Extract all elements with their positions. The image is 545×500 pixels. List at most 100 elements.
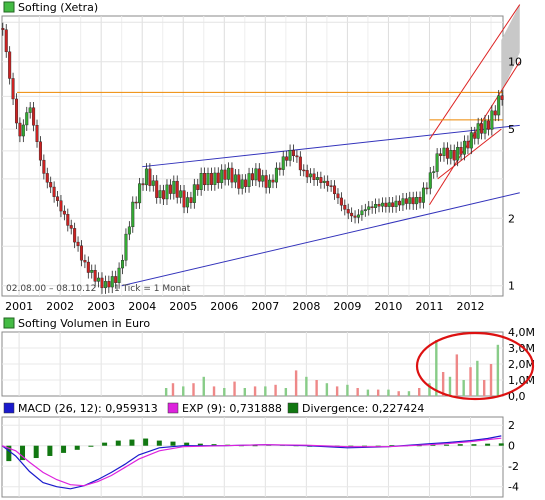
- price-candle: [274, 167, 278, 183]
- price-series-marks: [1, 22, 504, 294]
- price-candle: [497, 95, 501, 116]
- price-candle: [45, 173, 49, 183]
- divergence-bar: [143, 438, 149, 446]
- price-candle: [278, 167, 282, 170]
- volume-bar: [482, 380, 486, 396]
- price-candle: [124, 233, 128, 261]
- volume-bar: [376, 389, 380, 396]
- price-candle: [285, 156, 289, 161]
- price-candle: [312, 173, 316, 180]
- macd-line: [1, 435, 502, 490]
- volume-bar: [489, 364, 493, 396]
- price-candle: [162, 190, 166, 200]
- price-candle: [336, 193, 340, 199]
- volume-bar: [469, 367, 472, 396]
- price-candle: [213, 172, 217, 185]
- price-candle: [394, 200, 398, 207]
- price-candle: [230, 167, 234, 183]
- price-candle: [199, 173, 203, 190]
- volume-bar: [366, 389, 370, 396]
- divergence-bar: [20, 445, 26, 461]
- price-panel-frame: [1, 15, 504, 297]
- price-candle: [319, 177, 323, 183]
- price-candle: [127, 226, 131, 235]
- price-x-tick-label: 2012: [457, 300, 485, 313]
- price-candle: [456, 147, 460, 161]
- channel-upper-line: [429, 4, 521, 140]
- macd-legend-label: EXP (9): 0,731888: [182, 402, 282, 415]
- macd-legend-swatch: [287, 402, 299, 414]
- price-candle: [148, 168, 152, 186]
- volume-y-tick-label: 3,0M: [508, 342, 535, 355]
- divergence-bar: [61, 445, 67, 453]
- price-candle: [408, 197, 412, 204]
- price-candle: [391, 202, 395, 207]
- price-x-tick-label: 2003: [87, 300, 115, 313]
- volume-bar: [212, 386, 216, 396]
- price-candle: [268, 179, 272, 188]
- volume-bar: [387, 389, 390, 396]
- price-candle: [292, 150, 296, 157]
- price-candle: [428, 172, 432, 189]
- volume-bar: [164, 388, 168, 396]
- divergence-bar: [211, 444, 217, 446]
- price-candle: [315, 177, 319, 180]
- price-candle: [411, 197, 415, 205]
- volume-y-tick-label: 0,0: [508, 390, 526, 403]
- price-candle: [305, 170, 309, 178]
- price-candle: [134, 201, 138, 204]
- price-candle: [418, 196, 422, 203]
- price-candle: [435, 153, 439, 172]
- price-candle: [203, 173, 207, 186]
- volume-bar: [455, 354, 459, 396]
- price-candle: [32, 107, 36, 126]
- volume-bar: [397, 391, 400, 396]
- divergence-bar: [444, 444, 450, 446]
- divergence-bar: [74, 445, 80, 450]
- divergence-bar: [6, 445, 12, 462]
- price-candle: [49, 182, 53, 188]
- price-candle: [244, 179, 248, 187]
- divergence-bar: [389, 445, 395, 447]
- volume-bar: [243, 388, 247, 396]
- price-candle: [8, 51, 12, 79]
- price-grid: [2, 16, 503, 296]
- divergence-bar: [170, 441, 176, 446]
- price-candle: [206, 173, 210, 186]
- price-candle: [141, 183, 145, 186]
- exp-signal-line: [1, 437, 502, 487]
- price-candle: [240, 179, 244, 189]
- volume-bar: [253, 386, 257, 396]
- price-candle: [257, 168, 261, 182]
- volume-y-tick-label: 1,0M: [508, 374, 535, 387]
- macd-y-tick-label: -4: [508, 481, 519, 494]
- price-x-tick-label: 2007: [251, 300, 279, 313]
- highlight-ellipse: [415, 331, 535, 401]
- price-legend-swatch: [3, 1, 15, 13]
- price-candle: [144, 168, 148, 186]
- price-candle: [445, 147, 449, 159]
- price-candle: [288, 150, 292, 161]
- macd-legend-swatch: [167, 402, 179, 414]
- price-candle: [182, 190, 186, 208]
- volume-bar: [346, 384, 349, 396]
- price-candle: [21, 124, 25, 137]
- macd-y-tick-label: 0: [508, 440, 515, 453]
- price-candle: [14, 98, 18, 124]
- price-candle: [486, 120, 490, 130]
- price-chart-title: Softing (Xetra): [18, 1, 98, 14]
- divergence-bar: [252, 445, 258, 447]
- price-candle: [250, 173, 254, 181]
- volume-bar: [192, 383, 195, 396]
- tick-note-label: 1 Tick = 1 Monat: [114, 284, 191, 294]
- volume-bar: [435, 340, 438, 396]
- price-candle: [387, 202, 391, 207]
- volume-bar: [441, 372, 445, 396]
- volume-bar: [284, 388, 288, 396]
- price-candle: [86, 261, 90, 273]
- price-x-tick-label: 2011: [415, 300, 443, 313]
- divergence-bar: [498, 443, 504, 446]
- macd-lines: [1, 435, 502, 490]
- price-candle: [90, 270, 94, 273]
- price-x-tick-label: 2009: [333, 300, 361, 313]
